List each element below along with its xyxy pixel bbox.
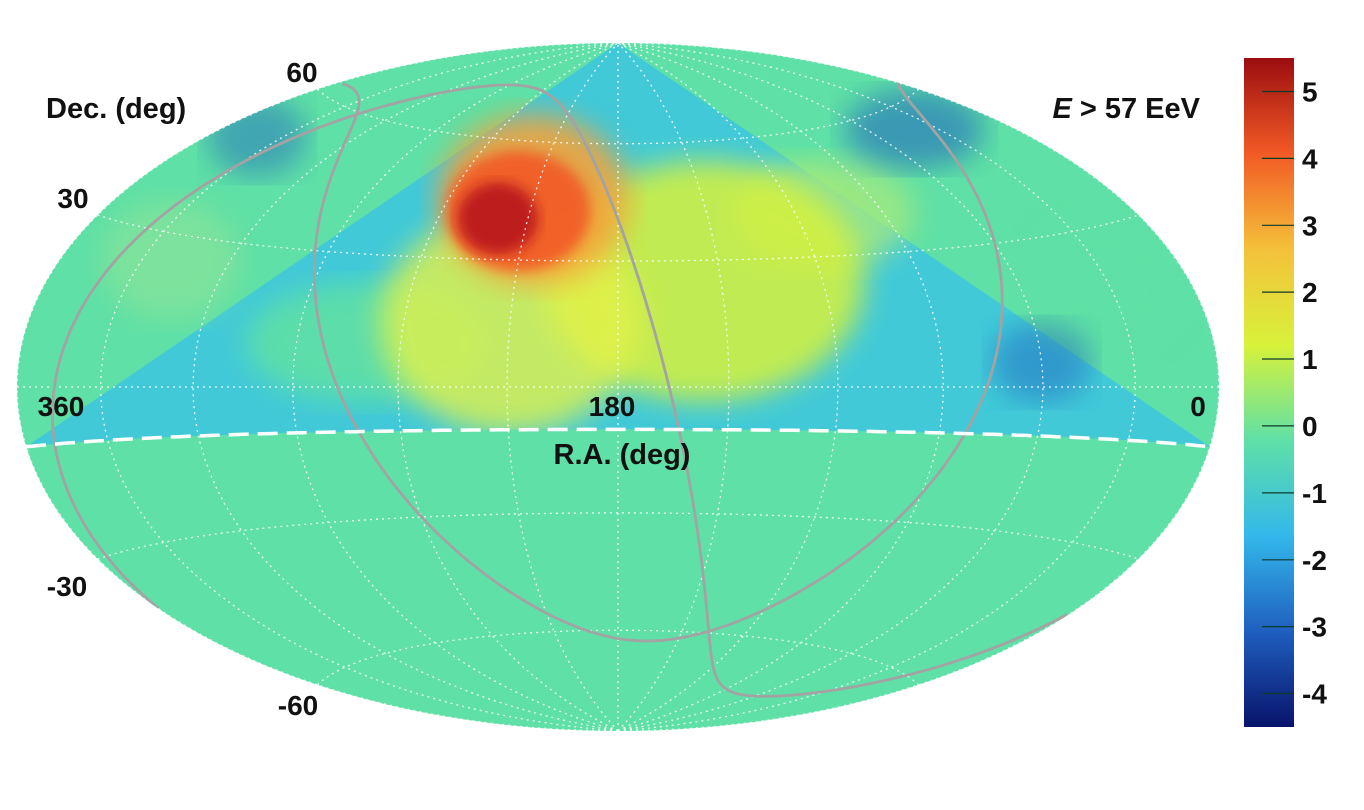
colorbar-tick-label: 0 [1302,411,1318,442]
fov-boundary-line [25,427,1211,449]
colorbar-tick-label: 3 [1302,210,1318,241]
intensity-blob-1 [1027,211,1188,352]
colorbar-tick-label: -3 [1302,612,1327,643]
ra-gridline [397,43,619,731]
colorbar-tick-label: -1 [1302,478,1327,509]
supergalactic-plane-curve [52,83,1068,698]
galactic-curves [50,82,1068,698]
colorbar-scale [1244,58,1294,727]
colorbar: 5 4 3 2 1 0 -1 -2 -3 -4 [1244,58,1327,727]
ra-gridline [617,43,1219,731]
ra-tick-180: 180 [589,391,636,422]
ra-gridline [17,43,619,731]
ra-gridline [617,43,1044,731]
dec-tick-minus30: -30 [47,571,87,602]
intensity-blob-2 [100,200,241,320]
dec-axis-label: Dec. (deg) [46,93,186,125]
colorbar-tick-label: 4 [1302,143,1318,174]
colorbar-tick-label: -2 [1302,545,1327,576]
colorbar-tick-label: 5 [1302,77,1318,108]
galactic-plane-curve [312,82,989,643]
dec-tick-30: 30 [57,183,88,214]
sky-map [17,43,1219,731]
ra-gridline [617,43,1137,731]
colorbar-tick-label: 1 [1302,344,1318,375]
dec-gridline [97,512,1139,560]
colorbar-tick-label: 2 [1302,277,1318,308]
colorbar-tick-label: -4 [1302,679,1327,710]
dec-tick-minus60: -60 [278,690,318,721]
ra-gridline [192,43,619,731]
ra-gridline [99,43,619,731]
ra-tick-0: 0 [1190,391,1206,422]
ra-gridline [292,43,619,731]
energy-annotation: E > 57 EeV [1052,93,1200,125]
supergalactic-plane-curve [50,386,160,610]
ra-axis-label: R.A. (deg) [554,439,691,471]
intensity-blob-11 [457,182,538,255]
galactic-plane-curve [896,82,1004,388]
colorbar-ticks: 5 4 3 2 1 0 -1 -2 -3 -4 [1262,77,1327,710]
ra-gridline [617,43,944,731]
intensity-blob-6 [991,322,1092,403]
ra-tick-360: 360 [38,391,85,422]
dec-tick-60: 60 [286,57,317,88]
ra-gridline [617,43,839,731]
